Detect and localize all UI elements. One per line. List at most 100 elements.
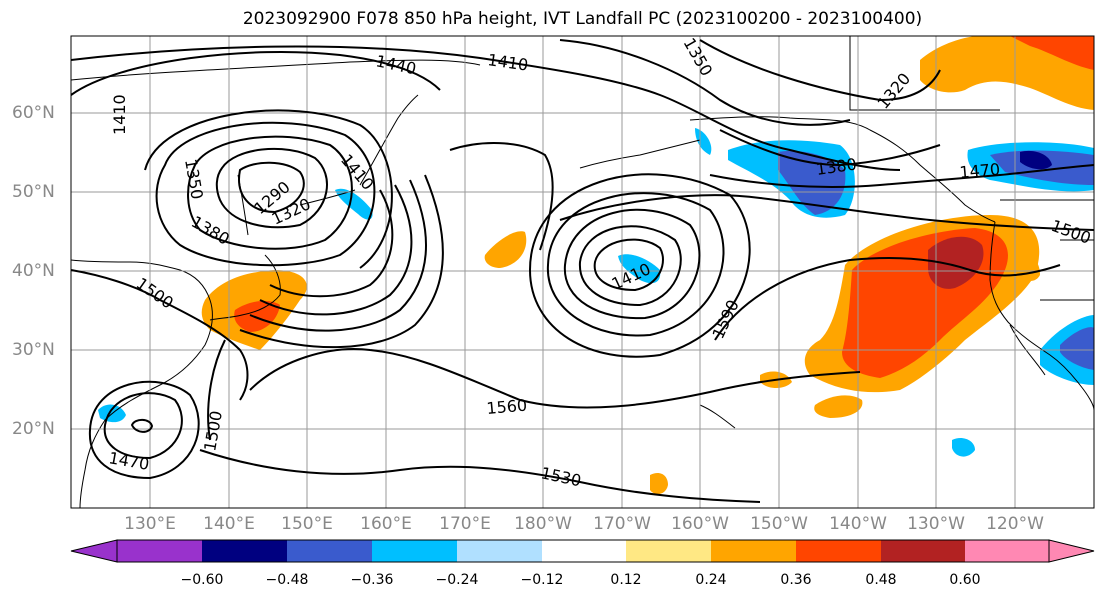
lat-label: 30°N xyxy=(12,340,55,360)
contour-1590 xyxy=(714,257,1061,341)
neg-region-south xyxy=(952,438,975,457)
pos-region-ne-pacific-max xyxy=(928,236,984,289)
coastlines xyxy=(71,36,1094,508)
colorbar-segment xyxy=(796,540,881,562)
coast-canada-border xyxy=(849,36,1000,111)
pos-region-mid xyxy=(484,231,527,268)
contour-label: 1410 xyxy=(486,50,529,74)
colorbar-frame xyxy=(116,539,1050,563)
contour-label: 1350 xyxy=(181,157,207,200)
coast-hawaii xyxy=(699,404,736,429)
contour-1470 xyxy=(709,164,1094,188)
contour-label: 1500 xyxy=(133,274,177,313)
colorbar xyxy=(70,539,1095,563)
contour-1410-a xyxy=(144,109,393,269)
colorbar-tick: 0.60 xyxy=(949,572,981,588)
colorbar-extend-high xyxy=(1048,539,1095,563)
lon-label: 140°W xyxy=(829,514,887,534)
contour-label: 1560 xyxy=(486,396,528,418)
contour-low2-ring5 xyxy=(528,173,751,358)
pos-region-japan-core xyxy=(234,300,280,332)
colorbar-segment xyxy=(626,540,711,562)
lat-label: 50°N xyxy=(12,182,55,202)
neg-region-gulf-alaska-core xyxy=(778,150,846,215)
contour-low2-outer xyxy=(578,225,682,307)
colorbar-tick: 0.36 xyxy=(780,572,812,588)
contour-label: 1440 xyxy=(374,51,418,78)
contour-low2-ring3 xyxy=(563,208,701,320)
neg-region-mid-pacific xyxy=(618,254,661,284)
coast-baja xyxy=(1009,324,1046,376)
contour-label: 1470 xyxy=(959,160,1001,182)
lon-label: 180°W xyxy=(514,514,572,534)
contour-label: 1500 xyxy=(200,409,226,452)
coast-alaska xyxy=(689,116,996,223)
colorbar-segment xyxy=(202,540,287,562)
contour-1410-b xyxy=(71,45,901,171)
neg-region-bc-deep xyxy=(1020,150,1052,170)
pos-region-small-2 xyxy=(650,473,668,495)
contour-1500-west xyxy=(71,269,249,401)
contour-1350-north xyxy=(559,39,851,126)
height-contours xyxy=(71,39,1094,503)
contour-ridge-2 xyxy=(259,184,413,316)
neg-region-aleutians xyxy=(695,128,712,155)
contour-1440 xyxy=(71,51,441,96)
lon-label: 140°E xyxy=(203,514,255,534)
colorbar-tick: 0.24 xyxy=(695,572,727,588)
coast-us-border xyxy=(1000,199,1094,301)
colorbar-tick: −0.36 xyxy=(350,572,394,588)
coast-aleutians xyxy=(579,139,701,169)
contour-label: 1320 xyxy=(874,69,915,112)
contour-1500-south-ring xyxy=(88,380,200,480)
contour-label: 1350 xyxy=(680,35,717,80)
neg-region-japan-sea xyxy=(335,188,373,220)
contour-ridge-1 xyxy=(269,189,394,298)
lon-label: 130°E xyxy=(124,514,176,534)
graticule xyxy=(71,36,1094,508)
neg-region-mexico-core xyxy=(1060,327,1094,370)
contour-label: 1530 xyxy=(539,463,583,490)
contour-typhoon-core xyxy=(130,418,154,433)
contour-1380 xyxy=(155,121,376,267)
colorbar-tick: −0.48 xyxy=(265,572,309,588)
map-title: 2023092900 F078 850 hPa height, IVT Land… xyxy=(242,9,923,29)
contour-label: 1500 xyxy=(1049,216,1094,248)
colorbar-segment xyxy=(881,540,965,562)
colorbar-extend-low xyxy=(70,539,118,563)
lat-label: 60°N xyxy=(12,103,55,123)
map-area: 1440 1410 1350 1320 1410 1350 1290 1320 … xyxy=(71,35,1094,508)
lon-label: 150°E xyxy=(281,514,333,534)
contour-1500-south xyxy=(207,339,226,441)
contour-1380-east xyxy=(719,129,941,167)
contour-label: 1590 xyxy=(708,297,742,342)
contour-label: 1410 xyxy=(110,94,129,135)
contour-low-inner-1290 xyxy=(238,161,305,214)
pos-region-alaska-core xyxy=(1010,36,1094,70)
map-frame xyxy=(70,35,1095,509)
lon-label: 160°W xyxy=(671,514,729,534)
lon-label: 160°E xyxy=(360,514,412,534)
contour-ridge-4 xyxy=(239,174,444,349)
contour-1530 xyxy=(199,449,761,503)
colorbar-segment xyxy=(287,540,372,562)
lon-label: 130°W xyxy=(907,514,965,534)
colorbar-segment xyxy=(965,540,1049,562)
lat-label: 20°N xyxy=(12,419,55,439)
pos-region-alaska xyxy=(920,36,1094,110)
lon-label: 170°E xyxy=(439,514,491,534)
contour-1470-south xyxy=(103,392,183,460)
coast-siberia xyxy=(71,59,481,81)
colorbar-segment xyxy=(372,540,457,562)
lon-label: 120°W xyxy=(986,514,1044,534)
lat-label: 40°N xyxy=(12,261,55,281)
contour-low2-ring4 xyxy=(546,192,725,337)
contour-1500-east xyxy=(559,194,1094,231)
contour-1320 xyxy=(215,147,328,229)
contour-1350 xyxy=(187,135,353,250)
contour-1320-north xyxy=(699,39,941,102)
coast-japan xyxy=(209,254,281,321)
colorbar-tick: 0.48 xyxy=(865,572,897,588)
colorbar-tick: −0.60 xyxy=(180,572,224,588)
